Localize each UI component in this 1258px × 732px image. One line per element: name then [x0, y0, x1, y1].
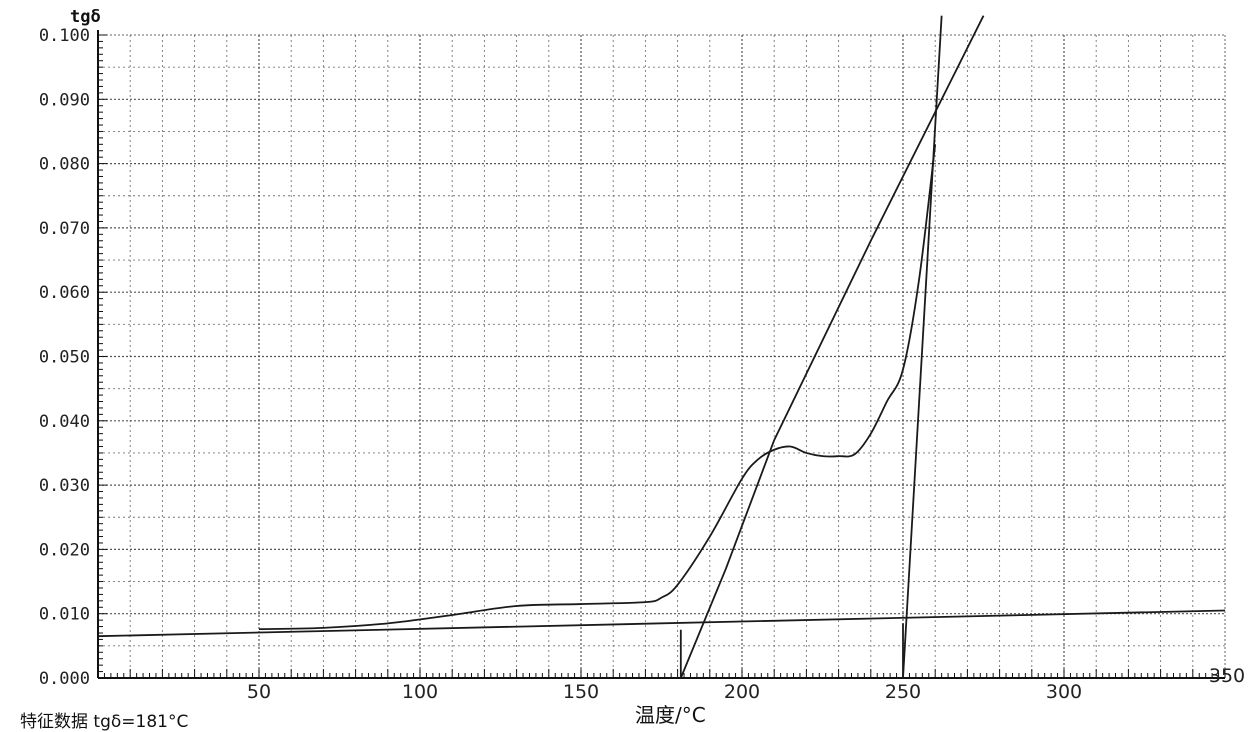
series-steep-tangent — [902, 15, 943, 679]
y-tick-label: 0.020 — [39, 540, 90, 560]
axes — [97, 30, 1226, 679]
grid-major — [98, 35, 1225, 678]
series-layer — [97, 15, 1226, 679]
x-tick-label: 150 — [563, 681, 599, 703]
series-measured-curve — [258, 144, 937, 631]
series-baseline-tangent — [97, 609, 1226, 638]
x-tick-label: 350 — [1209, 665, 1245, 687]
series-rising-tangent — [679, 15, 985, 679]
footnote-text: 特征数据 tgδ=181°C — [20, 712, 188, 732]
y-axis-title: tgδ — [70, 7, 101, 27]
x-axis-title: 温度/°C — [635, 703, 706, 727]
x-tick-label: 200 — [724, 681, 760, 703]
x-tick-label: 250 — [885, 681, 921, 703]
y-tick-label: 0.040 — [39, 412, 90, 432]
y-tick-label: 0.100 — [39, 26, 90, 46]
x-tick-labels: 50 100 150 200 250 300 350 — [247, 665, 1245, 703]
y-tick-label: 0.060 — [39, 283, 90, 303]
y-tick-label: 0.090 — [39, 90, 90, 110]
y-tick-label: 0.010 — [39, 605, 90, 625]
x-tick-label: 50 — [247, 681, 271, 703]
y-tick-label: 0.070 — [39, 219, 90, 239]
y-tick-label: 0.050 — [39, 348, 90, 368]
y-tick-label: 0.030 — [39, 476, 90, 496]
markers-layer — [679, 623, 904, 678]
x-tick-label: 100 — [402, 681, 438, 703]
y-tick-label: 0.080 — [39, 155, 90, 175]
y-tick-label: 0.000 — [39, 669, 90, 689]
x-tick-label: 300 — [1046, 681, 1082, 703]
y-tick-labels: 0.000 0.010 0.020 0.030 0.040 0.050 0.060 0.070… — [39, 26, 90, 689]
